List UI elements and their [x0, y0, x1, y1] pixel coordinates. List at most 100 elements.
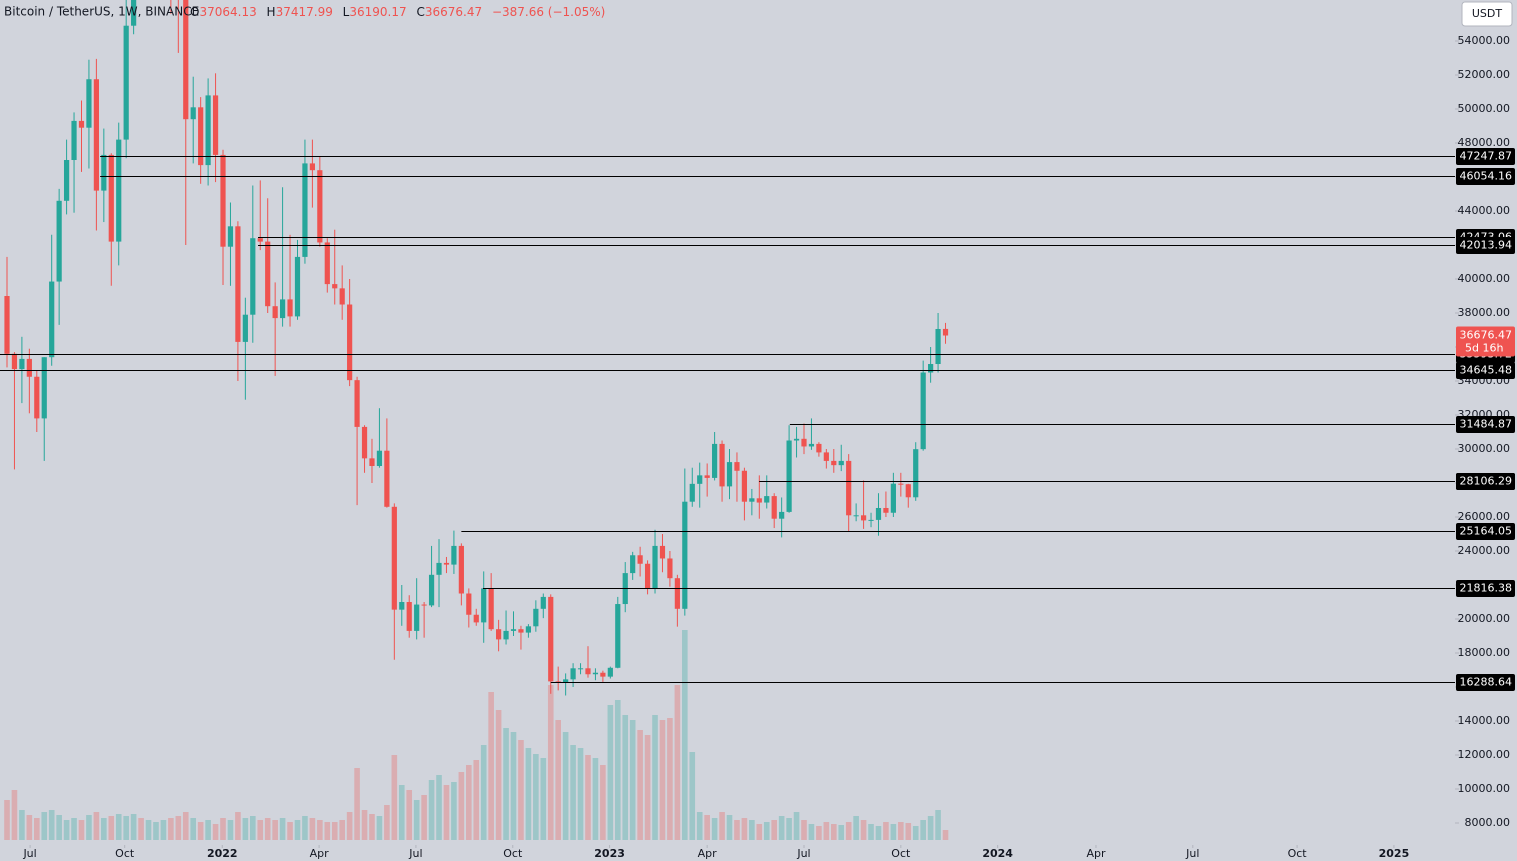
volume-pane	[4, 630, 949, 840]
x-tick-label: 2025	[1379, 847, 1410, 860]
volume-bar	[555, 720, 561, 840]
candle-body	[533, 608, 539, 627]
candle-body	[779, 511, 785, 519]
volume-bar	[391, 755, 398, 840]
y-tick-label: 24000.00	[1458, 544, 1511, 557]
level-tag-label: 42013.94	[1460, 239, 1513, 252]
candle-body	[615, 604, 621, 668]
volume-bar	[428, 780, 435, 840]
candle-body	[257, 238, 263, 242]
y-tick-label: 30000.00	[1458, 442, 1511, 455]
candle-body	[473, 614, 479, 623]
candle-body	[212, 95, 219, 155]
candle-body	[637, 555, 643, 564]
level-tag	[1456, 674, 1515, 691]
volume-bar	[451, 782, 457, 840]
candle-body	[235, 226, 241, 342]
y-tick-label: 54000.00	[1458, 34, 1511, 47]
volume-bar	[689, 752, 696, 840]
candle-body	[682, 501, 688, 609]
currency-button[interactable]: USDT	[1461, 1, 1513, 27]
candle-body	[458, 545, 464, 594]
candle-body	[667, 558, 673, 579]
volume-bar	[622, 715, 629, 840]
volume-bar	[741, 818, 748, 840]
volume-bar	[384, 805, 390, 840]
volume-bar	[19, 810, 25, 840]
volume-bar	[577, 748, 584, 840]
volume-bar	[250, 816, 256, 840]
volume-bar	[354, 768, 360, 840]
candle-body	[555, 681, 561, 683]
volume-bar	[436, 775, 442, 840]
volume-bar	[361, 810, 368, 840]
volume-bar	[33, 818, 40, 840]
volume-bar	[682, 630, 688, 840]
y-tick-label: 10000.00	[1458, 782, 1511, 795]
legend-header: Bitcoin / TetherUS, 1W, BINANCE O37064.1…	[4, 5, 605, 19]
volume-bar	[510, 732, 517, 840]
volume-bar	[905, 823, 912, 840]
currency-label[interactable]: USDT	[1472, 7, 1503, 20]
candle-body	[600, 672, 606, 677]
candle-body	[786, 440, 792, 512]
volume-bar	[138, 818, 144, 840]
volume-bar	[540, 758, 547, 840]
candle-body	[712, 443, 718, 478]
volume-bar	[920, 820, 926, 840]
volume-bar	[860, 820, 867, 840]
volume-bar	[868, 824, 874, 840]
candle-body	[510, 629, 517, 631]
level-tag-label: 25164.05	[1460, 525, 1513, 538]
candle-body	[242, 314, 248, 342]
volume-bar	[830, 824, 837, 840]
countdown: 5d 16h	[1465, 342, 1503, 355]
volume-bar	[26, 815, 33, 840]
candle-body	[607, 667, 613, 677]
candle-body	[421, 604, 427, 606]
candle-body	[726, 462, 733, 487]
candle-body	[905, 484, 911, 498]
candle-body	[659, 545, 666, 559]
candle-body	[361, 426, 368, 459]
level-tag	[1456, 148, 1515, 165]
candle-body	[823, 452, 829, 461]
volume-bar	[220, 818, 226, 840]
y-tick-label: 18000.00	[1458, 646, 1511, 659]
volume-bar	[406, 790, 413, 840]
candle-body	[309, 163, 315, 171]
volume-bar	[853, 816, 859, 840]
level-tag-label: 47247.87	[1460, 150, 1513, 163]
volume-bar	[212, 824, 219, 840]
volume-bar	[890, 824, 897, 840]
volume-bar	[466, 765, 472, 840]
volume-bar	[652, 715, 658, 840]
volume-bar	[756, 824, 763, 840]
volume-bar	[48, 810, 55, 840]
candle-body	[674, 578, 680, 609]
candle-body	[205, 95, 211, 166]
currency-button-box[interactable]	[1461, 1, 1513, 27]
candle-body	[756, 498, 762, 503]
candle-body	[49, 281, 55, 358]
volume-bar	[674, 685, 681, 840]
candle-body	[347, 304, 353, 381]
volume-bar	[317, 820, 323, 840]
candle-body	[190, 107, 196, 120]
candle-body	[697, 475, 703, 484]
volume-bar	[108, 816, 115, 840]
candle-body	[793, 438, 800, 441]
volume-bar	[56, 815, 62, 840]
candle-body	[913, 449, 919, 498]
o-value: 37064.13	[199, 5, 256, 19]
candle-body	[801, 438, 807, 447]
volume-bar	[302, 816, 308, 840]
candle-body	[592, 672, 599, 675]
volume-bar	[205, 820, 211, 840]
volume-bar	[324, 822, 331, 840]
volume-bar	[376, 816, 383, 840]
candle-body	[652, 545, 658, 589]
volume-bar	[264, 818, 271, 840]
level-tag-label: 21816.38	[1460, 582, 1513, 595]
